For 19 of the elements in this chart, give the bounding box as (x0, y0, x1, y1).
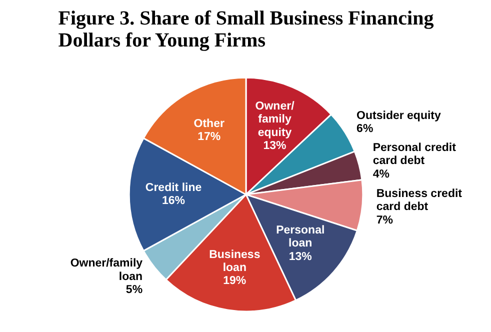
slice-label: Personal loan (276, 224, 325, 250)
data-label: 4% (372, 168, 390, 180)
data-label: 7% (376, 214, 393, 226)
slice-label: Owner/family equity (255, 100, 296, 139)
slice-label: Owner/family loan (70, 258, 144, 283)
chart-title: Figure 3. Share of Small Business Financing Dollars for Young Firms (58, 8, 434, 52)
data-label: 17% (198, 131, 221, 144)
slice-label: Business credit card debt (376, 188, 462, 214)
data-label: 13% (263, 140, 286, 152)
slice-label: Personal credit card debt (372, 142, 456, 168)
data-label: 13% (288, 250, 312, 263)
data-label: 6% (356, 123, 374, 136)
data-label: 19% (223, 275, 246, 288)
slice-label: Other (194, 118, 225, 130)
slice-label: Outsider equity (356, 110, 442, 122)
data-label: 16% (162, 195, 186, 208)
slice-label: Business loan (209, 248, 260, 274)
data-label: 5% (126, 284, 143, 296)
slice-label: Credit line (145, 182, 202, 194)
